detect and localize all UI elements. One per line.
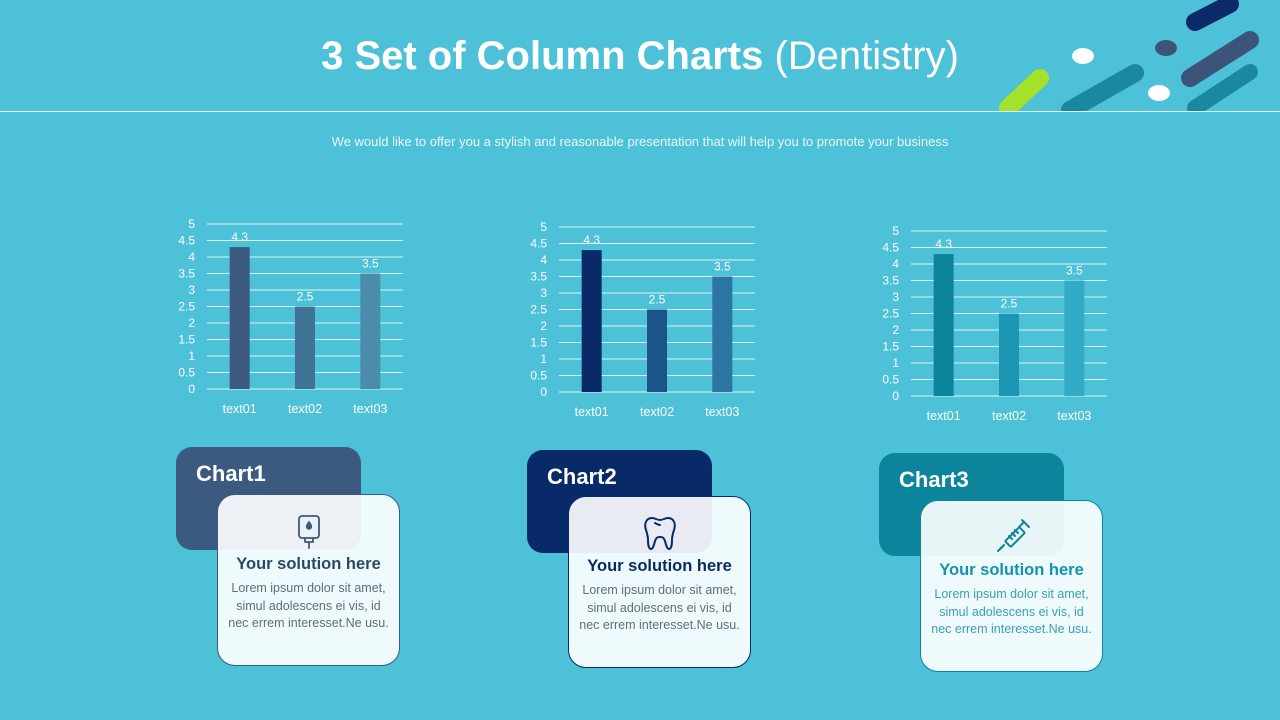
chart-svg: 0 0.5 1 1.5 2 2.5 3 3.5 4 4.5 5 4.3 text01 2.5 text02 3… (882, 224, 1107, 423)
y-tick-label: 5 (188, 217, 195, 231)
y-tick-label: 1 (188, 349, 195, 363)
bar (581, 250, 602, 392)
y-tick-label: 2 (540, 319, 547, 333)
x-tick-label: text02 (640, 405, 674, 419)
data-label: 3.5 (714, 260, 731, 274)
bar (933, 254, 954, 396)
data-label: 3.5 (362, 257, 379, 271)
bar (712, 276, 733, 392)
y-tick-label: 0.5 (178, 366, 195, 380)
y-tick-label: 2.5 (178, 300, 195, 314)
data-label: 4.3 (935, 237, 952, 251)
y-tick-label: 3.5 (178, 267, 195, 281)
decorative-stripes (999, 0, 1259, 111)
y-tick-label: 4.5 (882, 241, 899, 255)
y-tick-label: 5 (540, 220, 547, 234)
y-tick-label: 1.5 (882, 340, 899, 354)
chart-svg: 0 0.5 1 1.5 2 2.5 3 3.5 4 4.5 5 4.3 text01 2.5 text02 3… (530, 220, 755, 419)
column-chart-3: 0 0.5 1 1.5 2 2.5 3 3.5 4 4.5 5 4.3 text01 2.5 text02 3… (874, 222, 1114, 432)
chart3-tab-label: Chart3 (899, 467, 969, 492)
y-tick-label: 4.5 (178, 234, 195, 248)
chart3-card-body: Lorem ipsum dolor sit amet, simul adoles… (931, 587, 1092, 636)
bar (229, 247, 250, 389)
y-tick-label: 2 (188, 316, 195, 330)
y-tick-label: 0.5 (882, 373, 899, 387)
data-label: 3.5 (1066, 264, 1083, 278)
data-label: 2.5 (1001, 297, 1018, 311)
x-tick-label: text01 (575, 405, 609, 419)
bar (999, 313, 1019, 396)
data-label: 2.5 (297, 290, 314, 304)
saliva-ejector-icon (289, 511, 329, 551)
y-tick-label: 2 (892, 323, 899, 337)
chart2-card: Your solution here Lorem ipsum dolor sit… (568, 496, 751, 668)
y-tick-label: 0 (892, 389, 899, 403)
data-label: 4.3 (231, 230, 248, 244)
tooth-icon (640, 513, 680, 553)
column-chart-1: 0 0.5 1 1.5 2 2.5 3 3.5 4 4.5 5 4.3 text01 2.5 text02 3… (170, 215, 410, 425)
y-tick-label: 1 (892, 356, 899, 370)
y-tick-label: 5 (892, 224, 899, 238)
page-title: 3 Set of Column Charts (Dentistry) (0, 30, 1280, 82)
y-tick-label: 4 (540, 253, 547, 267)
chart-svg: 0 0.5 1 1.5 2 2.5 3 3.5 4 4.5 5 4.3 text01 2.5 text02 3… (178, 217, 403, 416)
x-tick-label: text02 (992, 409, 1026, 423)
bar (360, 273, 381, 389)
x-tick-label: text03 (1057, 409, 1091, 423)
chart2-tab-label: Chart2 (547, 464, 617, 489)
x-tick-label: text02 (288, 402, 322, 416)
y-tick-label: 0.5 (530, 369, 547, 383)
subtitle: We would like to offer you a stylish and… (331, 134, 949, 149)
y-tick-label: 0 (540, 385, 547, 399)
y-tick-label: 3 (188, 283, 195, 297)
y-tick-label: 3.5 (882, 274, 899, 288)
chart2-card-body: Lorem ipsum dolor sit amet, simul adoles… (579, 583, 740, 632)
bar (647, 309, 667, 392)
title-bold: 3 Set of Column Charts (321, 34, 764, 78)
y-tick-label: 1 (540, 352, 547, 366)
y-tick-label: 4 (188, 250, 195, 264)
x-tick-label: text03 (353, 402, 387, 416)
chart1-card-body: Lorem ipsum dolor sit amet, simul adoles… (228, 581, 389, 630)
chart3-card: Your solution here Lorem ipsum dolor sit… (920, 500, 1103, 672)
data-label: 2.5 (649, 293, 666, 307)
chart1-tab-label: Chart1 (196, 461, 266, 486)
y-tick-label: 0 (188, 382, 195, 396)
y-tick-label: 2.5 (882, 307, 899, 321)
y-tick-label: 1.5 (530, 336, 547, 350)
chart3-card-heading: Your solution here (939, 561, 1084, 579)
chart1-card: Your solution here Lorem ipsum dolor sit… (217, 494, 400, 666)
x-tick-label: text01 (927, 409, 961, 423)
y-tick-label: 3 (540, 286, 547, 300)
y-tick-label: 1.5 (178, 333, 195, 347)
header-divider (0, 111, 1280, 112)
x-tick-label: text03 (705, 405, 739, 419)
syringe-icon (992, 517, 1032, 557)
chart2-card-heading: Your solution here (587, 557, 732, 575)
data-label: 4.3 (583, 233, 600, 247)
column-chart-2: 0 0.5 1 1.5 2 2.5 3 3.5 4 4.5 5 4.3 text01 2.5 text02 3… (522, 218, 762, 428)
bar (1064, 280, 1085, 396)
y-tick-label: 2.5 (530, 303, 547, 317)
y-tick-label: 3 (892, 290, 899, 304)
chart1-card-heading: Your solution here (236, 555, 381, 573)
title-light: (Dentistry) (774, 34, 959, 78)
bar (295, 306, 315, 389)
y-tick-label: 4.5 (530, 237, 547, 251)
y-tick-label: 4 (892, 257, 899, 271)
x-tick-label: text01 (223, 402, 257, 416)
y-tick-label: 3.5 (530, 270, 547, 284)
